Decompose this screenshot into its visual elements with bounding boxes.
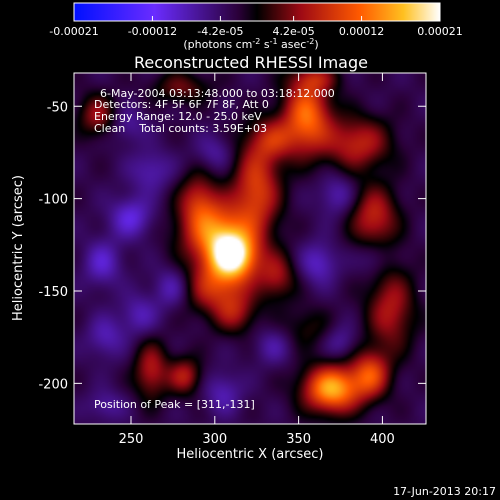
x-tick-label: 350	[286, 432, 311, 447]
colorbar-tick-labels: -0.00021 -0.00012 -4.2e-05 4.2e-05 0.00012 0.…	[49, 25, 462, 38]
plot-area: 250 300 350 400 -50 -100 -150 -200	[38, 72, 427, 447]
colorbar-frame	[73, 2, 441, 22]
y-axis-label: Heliocentric Y (arcsec)	[11, 175, 26, 321]
colorbar-tick-label: -4.2e-05	[197, 25, 243, 38]
colorbar-units-part: (photons cm	[183, 38, 252, 51]
annotation-peak-position: Position of Peak = [311,-131]	[94, 398, 255, 411]
annotation-energy-range: Energy Range: 12.0 - 25.0 keV	[94, 110, 262, 123]
colorbar-units-part: )	[314, 38, 318, 51]
colorbar-units-part: asec	[278, 38, 307, 51]
colorbar-units-label: (photons cm-2 s-1 asec-2)	[183, 37, 318, 52]
colorbar-tick-label: -0.00021	[49, 25, 98, 38]
colorbar-units-part: s	[260, 38, 269, 51]
colorbar-units-part: -2	[306, 37, 314, 46]
y-tick-label: -200	[38, 377, 68, 392]
colorbar: -0.00021 -0.00012 -4.2e-05 4.2e-05 0.00012 0.…	[49, 2, 463, 52]
colorbar-gradient	[74, 3, 440, 21]
footer-timestamp: 17-Jun-2013 20:17	[393, 485, 496, 498]
colorbar-tick-label: 0.00021	[417, 25, 463, 38]
colorbar-tick-label: -0.00012	[128, 25, 177, 38]
plot-frame	[73, 72, 427, 425]
y-axis-ticks: -50 -100 -150 -200	[38, 100, 426, 392]
x-axis-ticks: 250 300 350 400	[119, 73, 395, 447]
y-tick-label: -100	[38, 193, 68, 208]
annotations: 6-May-2004 03:13:48.000 to 03:18:12.000 …	[94, 87, 335, 411]
colorbar-units-part: -2	[252, 37, 260, 46]
x-tick-label: 250	[119, 432, 144, 447]
colorbar-ticks	[73, 16, 441, 21]
colorbar-tick-label: 0.00012	[339, 25, 385, 38]
y-tick-label: -50	[47, 100, 68, 115]
x-tick-label: 400	[370, 432, 395, 447]
y-tick-label: -150	[38, 285, 68, 300]
chart-title: Reconstructed RHESSI Image	[134, 53, 368, 72]
annotation-time-range: 6-May-2004 03:13:48.000 to 03:18:12.000	[100, 87, 335, 100]
x-axis-label: Heliocentric X (arcsec)	[177, 447, 324, 462]
annotation-detectors: Detectors: 4F 5F 6F 7F 8F, Att 0	[94, 98, 269, 111]
colorbar-tick-label: 4.2e-05	[272, 25, 314, 38]
x-tick-label: 300	[202, 432, 227, 447]
colorbar-units-part: -1	[270, 37, 278, 46]
heatmap-image	[74, 73, 426, 424]
annotation-clean-counts: Clean Total counts: 3.59E+03	[94, 122, 267, 135]
